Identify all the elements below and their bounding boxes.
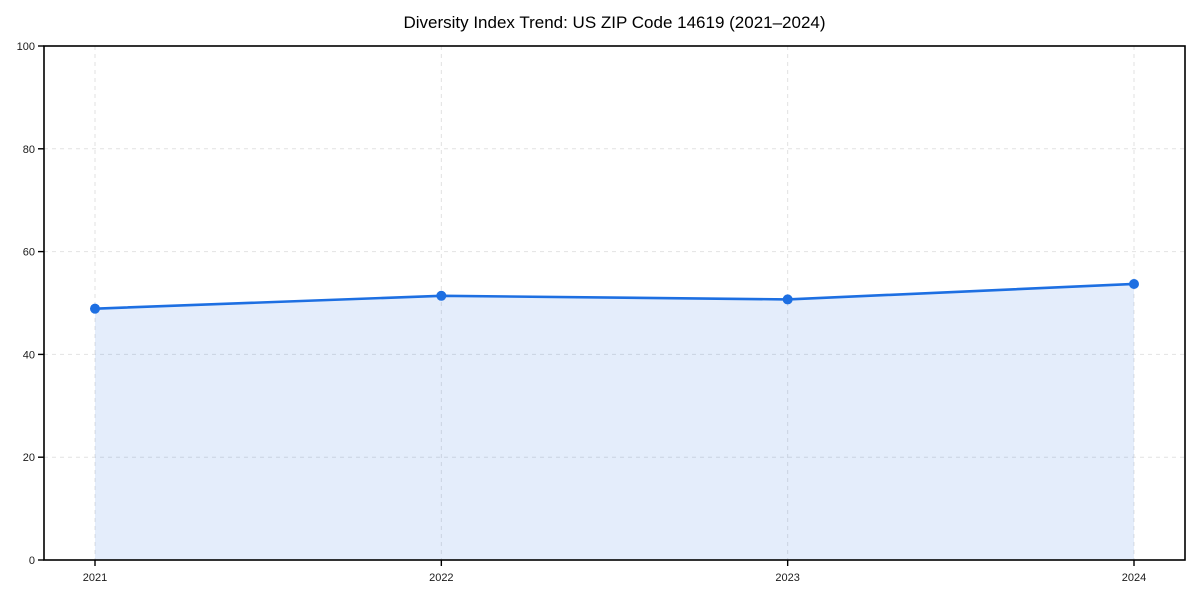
data-point-marker bbox=[90, 303, 100, 314]
area-fill bbox=[95, 283, 1134, 560]
x-tick-label: 2023 bbox=[775, 572, 799, 584]
y-tick-label: 20 bbox=[23, 452, 35, 464]
y-tick-label: 0 bbox=[29, 555, 35, 567]
data-point-marker bbox=[436, 290, 447, 301]
data-point-marker bbox=[782, 294, 793, 305]
x-tick-label: 2024 bbox=[1122, 572, 1146, 584]
x-tick-label: 2021 bbox=[83, 572, 107, 584]
chart-title: Diversity Index Trend: US ZIP Code 14619… bbox=[403, 13, 826, 32]
trend-line bbox=[93, 282, 1136, 310]
y-tick-label: 100 bbox=[17, 41, 35, 53]
plot-border bbox=[43, 45, 1186, 561]
y-tick-label: 60 bbox=[23, 247, 35, 259]
y-tick-label: 80 bbox=[23, 144, 35, 156]
x-tick-label: 2022 bbox=[429, 572, 453, 584]
data-point-marker bbox=[1129, 278, 1139, 289]
y-tick-label: 40 bbox=[23, 349, 35, 361]
